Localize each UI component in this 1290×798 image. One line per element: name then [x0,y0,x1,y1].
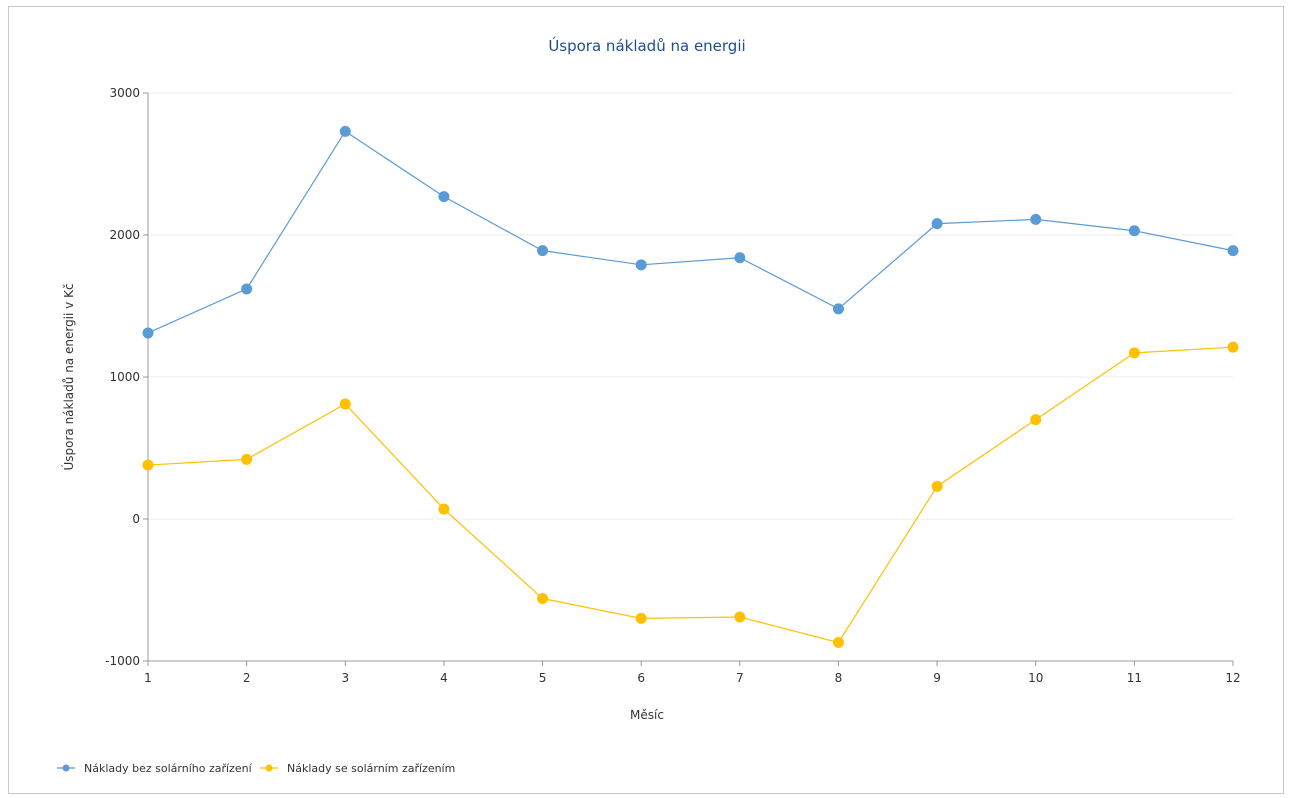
legend-swatch-marker [62,764,70,772]
data-point[interactable] [1030,414,1042,426]
data-point[interactable] [734,252,746,264]
y-tick-label: 2000 [109,228,140,242]
chart-title: Úspora nákladů na energii [548,36,745,55]
data-point[interactable] [931,218,943,230]
x-tick-label: 4 [440,671,448,685]
x-tick-label: 1 [144,671,152,685]
y-tick-label: 0 [132,512,140,526]
legend-label: Náklady se solárním zařízením [287,762,455,775]
data-point[interactable] [241,283,253,295]
data-point[interactable] [832,303,844,315]
x-tick-label: 9 [933,671,941,685]
data-point[interactable] [1227,245,1239,257]
data-point[interactable] [438,191,450,203]
x-tick-label: 8 [835,671,843,685]
x-tick-label: 5 [539,671,547,685]
axes [143,92,1234,666]
legend-label: Náklady bez solárního zařízení [84,762,253,775]
data-point[interactable] [1128,225,1140,237]
data-point[interactable] [339,125,351,137]
x-tick-label: 11 [1127,671,1142,685]
data-point[interactable] [635,612,647,624]
legend[interactable]: Náklady bez solárního zařízení Náklady se… [57,762,455,775]
grid-lines [148,92,1233,662]
data-point[interactable] [241,453,253,465]
data-point[interactable] [734,611,746,623]
chart-frame: Úspora nákladů na energii -1000 0 1000 2000… [8,6,1284,794]
x-tick-label: 6 [637,671,645,685]
series-line [147,346,1234,644]
x-tick-label: 10 [1028,671,1043,685]
data-point[interactable] [832,637,844,649]
data-point[interactable] [635,259,647,271]
y-tick-label: 1000 [109,370,140,384]
y-axis-label: Úspora nákladů na energii v Kč [61,283,76,470]
data-point[interactable] [142,459,154,471]
data-point[interactable] [339,398,351,410]
y-tick-label: 3000 [109,86,140,100]
x-tick-label: 7 [736,671,744,685]
x-tick-label: 2 [243,671,251,685]
series-line [147,130,1234,334]
legend-swatch-marker [265,764,273,772]
y-tick-labels: -1000 0 1000 2000 3000 [105,86,140,668]
data-point[interactable] [537,593,549,605]
series-group [142,125,1239,649]
series-1 [142,125,1239,339]
x-tick-labels: 1 2 3 4 5 6 7 8 9 10 11 12 [144,671,1240,685]
data-point[interactable] [142,327,154,339]
data-point[interactable] [1030,213,1042,225]
data-point[interactable] [1128,347,1140,359]
y-tick-label: -1000 [105,654,140,668]
series-2 [142,341,1239,649]
data-point[interactable] [438,503,450,515]
legend-item-2[interactable]: Náklady se solárním zařízením [260,762,455,775]
x-tick-label: 3 [341,671,349,685]
data-point[interactable] [537,245,549,257]
x-axis-label: Měsíc [630,708,664,722]
legend-item-1[interactable]: Náklady bez solárního zařízení [57,762,253,775]
data-point[interactable] [931,480,943,492]
x-tick-label: 12 [1225,671,1240,685]
data-point[interactable] [1227,341,1239,353]
line-chart: Úspora nákladů na energii -1000 0 1000 2000… [57,36,1241,775]
